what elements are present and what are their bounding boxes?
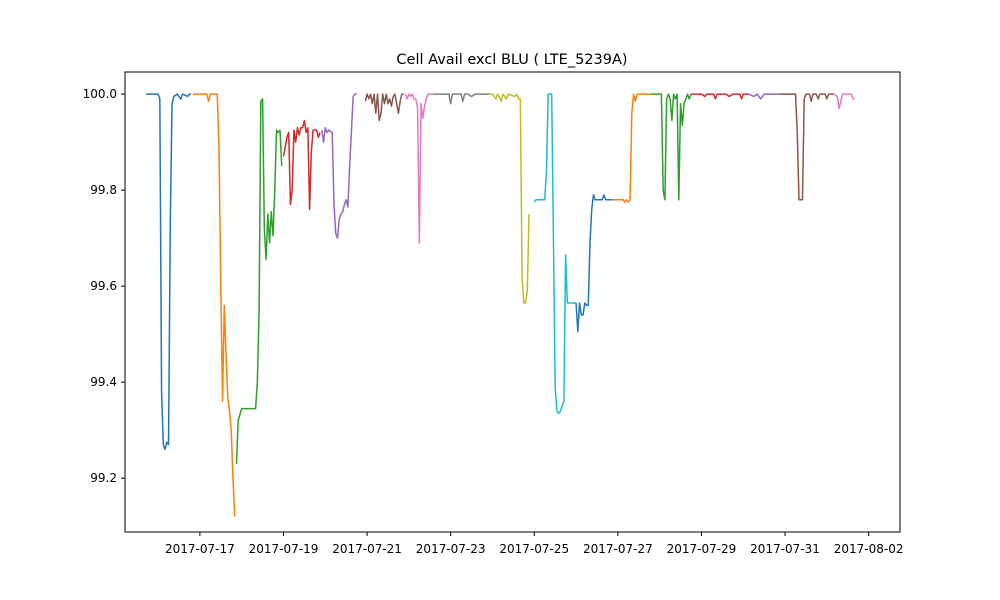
series-layer	[145, 93, 855, 517]
x-tick-label: 2017-07-31	[750, 542, 820, 556]
x-tick-label: 2017-07-29	[667, 542, 737, 556]
series-line-5	[321, 93, 357, 239]
series-line-12	[612, 93, 651, 203]
series-line-14	[691, 93, 749, 100]
series-line-11	[575, 194, 613, 333]
y-tick-label: 99.2	[90, 471, 117, 485]
chart-title: Cell Avail excl BLU ( LTE_5239A)	[396, 52, 627, 68]
x-tick-label: 2017-08-02	[834, 542, 904, 556]
x-tick-label: 2017-07-19	[249, 542, 319, 556]
series-line-13	[650, 93, 692, 201]
series-line-10	[533, 93, 577, 415]
series-line-3	[235, 98, 283, 464]
y-axis-ticks: 99.2 99.4 99.6 99.8 100.0	[83, 87, 125, 485]
x-tick-label: 2017-07-21	[332, 542, 402, 556]
x-tick-label: 2017-07-23	[416, 542, 486, 556]
x-axis-ticks: 2017-07-17 2017-07-19 2017-07-21 2017-07-23…	[165, 532, 904, 556]
y-tick-label: 99.8	[90, 183, 117, 197]
series-line-17	[833, 93, 855, 110]
series-line-4	[282, 119, 321, 211]
y-tick-label: 99.4	[90, 375, 117, 389]
series-line-7	[404, 93, 434, 244]
series-line-1	[145, 93, 192, 451]
series-line-16	[778, 93, 834, 201]
series-line-6	[364, 93, 404, 122]
x-tick-label: 2017-07-25	[499, 542, 569, 556]
series-line-15	[748, 93, 779, 100]
plot-area-frame	[124, 71, 901, 533]
x-tick-label: 2017-07-27	[583, 542, 653, 556]
y-tick-label: 99.6	[90, 279, 117, 293]
x-tick-label: 2017-07-17	[165, 542, 235, 556]
series-line-9	[488, 93, 530, 304]
series-line-8	[433, 93, 489, 105]
y-tick-label: 100.0	[83, 87, 117, 101]
series-line-2	[192, 93, 236, 517]
